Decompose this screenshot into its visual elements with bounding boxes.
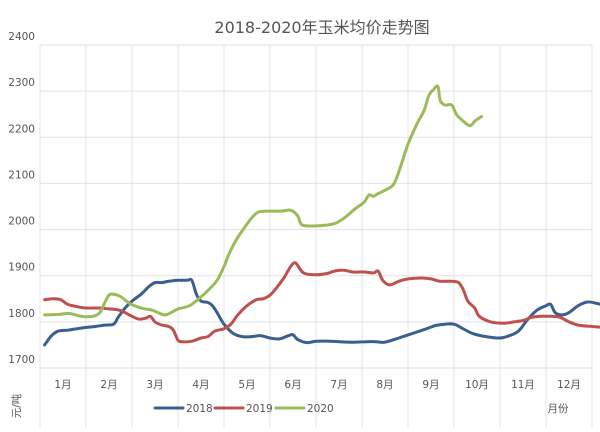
legend-label-2019: 2019 bbox=[246, 403, 273, 415]
series-line-2020 bbox=[43, 84, 484, 319]
x-tick-label: 10月 bbox=[465, 379, 489, 391]
x-tick-label: 6月 bbox=[284, 379, 301, 391]
x-tick-label: 11月 bbox=[511, 379, 535, 391]
y-tick-label: 1900 bbox=[8, 262, 35, 274]
y-tick-label: 1700 bbox=[8, 354, 35, 366]
chart-title: 2018-2020年玉米均价走势图 bbox=[214, 18, 429, 37]
y-tick-label: 2300 bbox=[8, 77, 35, 89]
x-tick-label: 1月 bbox=[54, 379, 71, 391]
legend: 2018 2019 2020 bbox=[153, 403, 334, 415]
series-lines bbox=[43, 84, 600, 347]
x-tick-label: 5月 bbox=[238, 379, 255, 391]
x-tick-label: 7月 bbox=[330, 379, 347, 391]
series-line-2019 bbox=[43, 261, 600, 344]
x-axis-ticks: 1月 2月 3月 4月 5月 6月 7月 8月 9月 10月 11月 12月 bbox=[54, 379, 581, 391]
y-tick-label: 1800 bbox=[8, 308, 35, 320]
x-tick-label: 4月 bbox=[192, 379, 209, 391]
vertical-gridlines bbox=[39, 45, 593, 428]
y-tick-label: 2200 bbox=[8, 123, 35, 135]
x-tick-label: 9月 bbox=[422, 379, 439, 391]
x-tick-label: 8月 bbox=[376, 379, 393, 391]
y-axis-ticks: 1700 1800 1900 2000 2100 2200 2300 2400 bbox=[8, 31, 35, 366]
y-axis-label: 元/吨 bbox=[10, 393, 23, 418]
x-tick-label: 2月 bbox=[100, 379, 117, 391]
x-axis-label: 月份 bbox=[548, 403, 569, 415]
y-tick-label: 2000 bbox=[8, 216, 35, 228]
y-tick-label: 2100 bbox=[8, 169, 35, 181]
x-tick-label: 3月 bbox=[146, 379, 163, 391]
legend-label-2018: 2018 bbox=[186, 403, 213, 415]
legend-label-2020: 2020 bbox=[307, 403, 334, 415]
x-tick-label: 12月 bbox=[557, 379, 581, 391]
y-tick-label: 2400 bbox=[8, 31, 35, 43]
